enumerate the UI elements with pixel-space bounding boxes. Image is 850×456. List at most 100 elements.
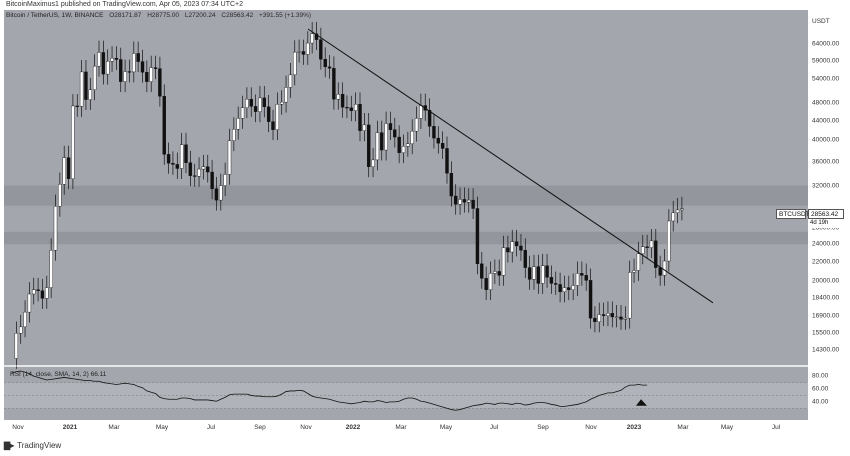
candle-body bbox=[432, 126, 436, 139]
candle-body bbox=[145, 72, 149, 82]
candle-body bbox=[101, 52, 106, 75]
resistance-zone-0 bbox=[4, 185, 808, 206]
time-axis-label: Jul bbox=[206, 424, 216, 431]
candle-body bbox=[588, 280, 593, 319]
time-axis-label: Nov bbox=[12, 424, 24, 431]
rsi-legend: RSI (14, close, SMA, 14, 2) 66.11 bbox=[10, 371, 106, 378]
candle-body bbox=[632, 270, 636, 273]
candle-body bbox=[132, 53, 136, 73]
tradingview-footer[interactable]: ▇▸ TradingView bbox=[4, 441, 61, 450]
candle-body bbox=[262, 97, 266, 108]
candle-body bbox=[393, 129, 397, 138]
candle-body bbox=[223, 174, 227, 186]
candle-body bbox=[284, 87, 288, 103]
ticker-label: BTCUSDT bbox=[776, 209, 810, 219]
candle-body bbox=[236, 118, 240, 130]
candle-body bbox=[532, 266, 536, 280]
open-value: O28171.87 bbox=[109, 12, 142, 19]
candle-body bbox=[662, 260, 667, 276]
candle-body bbox=[510, 241, 514, 253]
descending-trendline bbox=[307, 28, 714, 304]
candle-body bbox=[162, 96, 166, 155]
candle-body bbox=[384, 123, 388, 151]
candle-body bbox=[519, 245, 523, 251]
candle-body bbox=[536, 266, 541, 284]
candle-body bbox=[671, 212, 675, 222]
candle-body bbox=[110, 57, 114, 62]
candle-body bbox=[158, 68, 162, 97]
change-value: +391.55 (+1.39%) bbox=[259, 12, 312, 19]
candle-body bbox=[75, 105, 79, 107]
candle-body bbox=[480, 263, 484, 279]
candle-body bbox=[445, 148, 449, 174]
candle-body bbox=[314, 33, 319, 40]
time-axis[interactable]: Nov 2021 Mar May Jul Sep Nov 2022 Mar May Jul Sep No… bbox=[4, 422, 808, 434]
candle-body bbox=[58, 184, 62, 207]
candle-body bbox=[227, 140, 232, 175]
candle-body bbox=[293, 51, 297, 76]
candle-body bbox=[136, 53, 140, 62]
candle-body bbox=[562, 287, 567, 293]
candle-body bbox=[427, 110, 432, 127]
price-axis-label: 40000.00 bbox=[812, 136, 840, 144]
candle-body bbox=[462, 199, 467, 203]
candle-body bbox=[545, 265, 549, 278]
candle-body bbox=[654, 240, 658, 268]
candle-body bbox=[271, 121, 275, 130]
rsi-value: 66.11 bbox=[90, 371, 107, 378]
candle-body bbox=[23, 311, 27, 328]
candle-body bbox=[119, 59, 123, 82]
brand-name: TradingView bbox=[17, 441, 62, 450]
candle-body bbox=[258, 97, 262, 112]
price-axis-label: 20000.00 bbox=[812, 277, 840, 285]
candle-body bbox=[410, 130, 414, 144]
candle-body bbox=[45, 287, 49, 299]
time-axis-label: Mar bbox=[395, 424, 407, 431]
candle-body bbox=[240, 107, 245, 119]
candle-body bbox=[380, 132, 384, 151]
close-value: C28563.42 bbox=[221, 12, 254, 19]
candle-body bbox=[636, 253, 641, 271]
candle-body bbox=[623, 317, 628, 320]
candle-body bbox=[467, 199, 471, 203]
candle-body bbox=[436, 137, 440, 144]
candle-body bbox=[336, 94, 340, 100]
candle-body bbox=[597, 314, 601, 323]
candle-body bbox=[353, 104, 358, 111]
candle-body bbox=[375, 132, 380, 161]
candle-body bbox=[680, 208, 684, 211]
time-axis-label: Mar bbox=[677, 424, 689, 431]
time-axis-label: Sep bbox=[537, 424, 549, 431]
candle-body bbox=[88, 89, 93, 100]
candle-body bbox=[497, 271, 501, 276]
candle-body bbox=[310, 33, 314, 44]
candle-body bbox=[571, 285, 575, 290]
candle-body bbox=[14, 333, 19, 359]
candle-body bbox=[32, 289, 36, 295]
candle-body bbox=[71, 105, 75, 179]
candle-body bbox=[397, 136, 401, 153]
time-axis-label: Nov bbox=[585, 424, 597, 431]
rsi-axis-label: 80.00 bbox=[812, 372, 829, 380]
price-axis-label: 18400.00 bbox=[812, 294, 840, 302]
candle-body bbox=[419, 105, 423, 119]
candle-body bbox=[523, 250, 527, 268]
candle-body bbox=[362, 124, 367, 131]
candle-body bbox=[440, 142, 445, 149]
candle-body bbox=[301, 51, 306, 55]
candle-body bbox=[471, 199, 475, 209]
price-axis[interactable]: USDT 64000.00 59000.00 54000.00 48000.00 440… bbox=[808, 10, 850, 420]
candle-body bbox=[558, 284, 562, 293]
candle-body bbox=[280, 101, 284, 105]
price-axis-label: 15500.00 bbox=[812, 329, 840, 337]
candle-body bbox=[323, 58, 327, 68]
symbol-title: Bitcoin / TetherUS, 1W, BINANCE bbox=[6, 12, 104, 19]
candle-body bbox=[345, 107, 349, 109]
candle-body bbox=[506, 247, 510, 253]
candle-body bbox=[619, 316, 623, 320]
candle-body bbox=[601, 314, 606, 316]
candle-body bbox=[206, 166, 210, 173]
candle-body bbox=[349, 107, 353, 111]
candle-body bbox=[406, 143, 410, 147]
